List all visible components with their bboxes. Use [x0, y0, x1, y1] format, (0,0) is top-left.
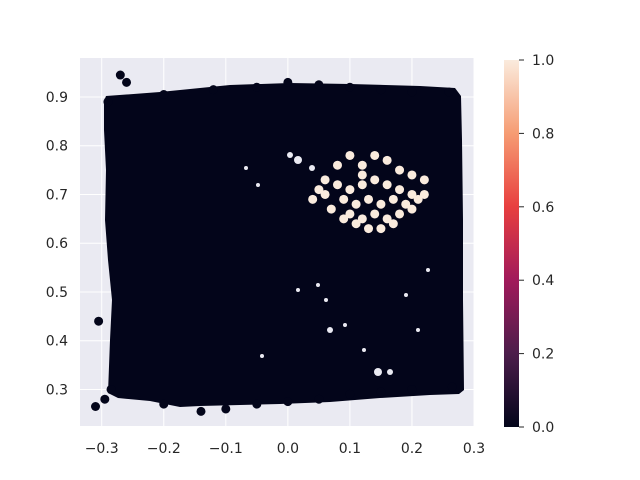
dense-cluster-region [104, 83, 464, 407]
point-high [332, 160, 342, 170]
point-high [401, 199, 411, 209]
point-high [407, 189, 417, 199]
y-tick-label: 0.3 [46, 382, 68, 398]
colorbar-tick-label: 0.6 [532, 200, 554, 216]
colorbar [504, 60, 519, 427]
x-tick-label: 0.3 [463, 441, 485, 457]
point-low [91, 402, 101, 412]
point-high [364, 194, 374, 204]
point-low [106, 384, 116, 394]
point-high [370, 150, 380, 160]
y-tick-label: 0.4 [46, 334, 68, 350]
point-high [382, 214, 392, 224]
point-high [388, 194, 398, 204]
colorbar-ticks: 0.0 0.2 0.4 0.6 0.8 1.0 [519, 53, 554, 436]
y-tick-label: 0.5 [46, 285, 68, 301]
point-low [196, 406, 206, 416]
point-low [283, 397, 293, 407]
point-low [444, 87, 454, 97]
point-high [382, 180, 392, 190]
point-low [314, 80, 324, 90]
point-high [314, 185, 324, 195]
point-high [395, 165, 405, 175]
x-tick-label: −0.2 [147, 441, 181, 457]
point-high [308, 194, 318, 204]
point-high [395, 209, 405, 219]
point-high [339, 194, 349, 204]
point-high [345, 150, 355, 160]
point-low [159, 399, 169, 409]
point-high [370, 209, 380, 219]
point-low [345, 82, 355, 92]
point-high [388, 219, 398, 229]
point-high [332, 180, 342, 190]
point-high [364, 224, 374, 234]
point-high [345, 209, 355, 219]
colorbar-tick-label: 0.2 [532, 347, 554, 363]
point-low [115, 70, 125, 80]
point-low [345, 389, 355, 399]
colorbar-tick-label: 0.0 [532, 420, 554, 436]
point-high [357, 180, 367, 190]
point-high [357, 160, 367, 170]
point-low [159, 90, 169, 100]
x-tick-label: 0.0 [277, 441, 299, 457]
point-low [208, 85, 218, 95]
point-high [413, 194, 423, 204]
colorbar-tick-label: 0.8 [532, 126, 554, 142]
point-high [351, 219, 361, 229]
point-high [357, 214, 367, 224]
point-low [447, 382, 457, 392]
point-low [252, 399, 262, 409]
point-low [103, 97, 113, 107]
point-low [376, 387, 386, 397]
y-tick-label: 0.9 [46, 90, 68, 106]
y-axis-ticks: 0.3 0.4 0.5 0.6 0.7 0.8 0.9 [46, 90, 68, 398]
x-tick-label: 0.1 [339, 441, 361, 457]
point-low [94, 316, 104, 326]
point-high [419, 189, 429, 199]
point-high [376, 199, 386, 209]
point-low [407, 384, 417, 394]
point-high [326, 204, 336, 214]
point-low [407, 87, 417, 97]
point-high [407, 170, 417, 180]
point-high [357, 170, 367, 180]
x-tick-label: −0.1 [209, 441, 243, 457]
point-low [221, 404, 231, 414]
point-high [320, 189, 330, 199]
y-tick-label: 0.7 [46, 187, 68, 203]
point-high [395, 185, 405, 195]
colorbar-tick-label: 0.4 [532, 273, 554, 289]
colorbar-tick-label: 1.0 [532, 53, 554, 69]
point-high [419, 175, 429, 185]
x-tick-label: 0.2 [401, 441, 423, 457]
x-axis-ticks: −0.3 −0.2 −0.1 0.0 0.1 0.2 0.3 [85, 441, 485, 457]
point-high [320, 175, 330, 185]
point-high [376, 224, 386, 234]
point-low [252, 82, 262, 92]
point-high [339, 214, 349, 224]
point-low [376, 85, 386, 95]
point-low [100, 394, 110, 404]
sparse-gaps [244, 152, 430, 376]
point-low [314, 394, 324, 404]
point-high [370, 175, 380, 185]
point-high [382, 155, 392, 165]
point-low [283, 77, 293, 87]
point-high [345, 185, 355, 195]
y-tick-label: 0.8 [46, 139, 68, 155]
point-high [351, 199, 361, 209]
y-tick-label: 0.6 [46, 236, 68, 252]
x-tick-label: −0.3 [85, 441, 119, 457]
point-high [407, 204, 417, 214]
point-low [122, 77, 132, 87]
